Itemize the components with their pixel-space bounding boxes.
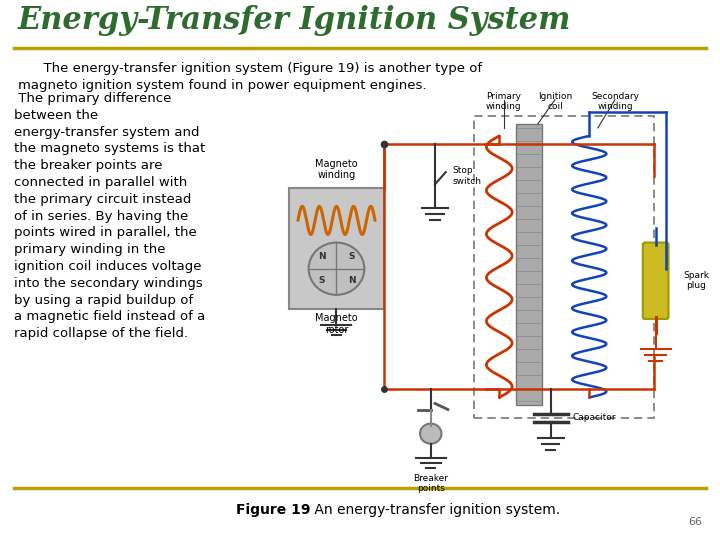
Text: Breaker
points: Breaker points bbox=[413, 474, 449, 493]
Text: S: S bbox=[318, 276, 325, 285]
Text: An energy-transfer ignition system.: An energy-transfer ignition system. bbox=[310, 503, 560, 517]
Text: Magneto
winding: Magneto winding bbox=[315, 159, 358, 180]
Text: Energy-Transfer Ignition System: Energy-Transfer Ignition System bbox=[18, 4, 572, 36]
Text: The energy-transfer ignition system (Figure 19) is another type of
magneto ignit: The energy-transfer ignition system (Fig… bbox=[18, 62, 482, 92]
Circle shape bbox=[420, 423, 441, 444]
Text: Secondary
winding: Secondary winding bbox=[591, 92, 639, 111]
Text: N: N bbox=[318, 252, 325, 261]
Text: 66: 66 bbox=[688, 517, 702, 527]
Text: Primary
winding: Primary winding bbox=[486, 92, 521, 111]
Text: Figure 19: Figure 19 bbox=[235, 503, 310, 517]
FancyBboxPatch shape bbox=[643, 242, 668, 319]
Circle shape bbox=[309, 242, 364, 295]
FancyBboxPatch shape bbox=[289, 188, 384, 309]
Text: S: S bbox=[348, 252, 355, 261]
Text: Spark
plug: Spark plug bbox=[683, 271, 709, 291]
Text: Stop
switch: Stop switch bbox=[452, 166, 481, 186]
Text: The primary difference
between the
energy-transfer system and
the magneto system: The primary difference between the energ… bbox=[14, 92, 205, 340]
Text: N: N bbox=[348, 276, 355, 285]
Text: Ignition
coil: Ignition coil bbox=[538, 92, 572, 111]
Text: Capacitor: Capacitor bbox=[572, 413, 616, 422]
FancyBboxPatch shape bbox=[516, 124, 542, 406]
Text: Magneto
rotor: Magneto rotor bbox=[315, 313, 358, 335]
